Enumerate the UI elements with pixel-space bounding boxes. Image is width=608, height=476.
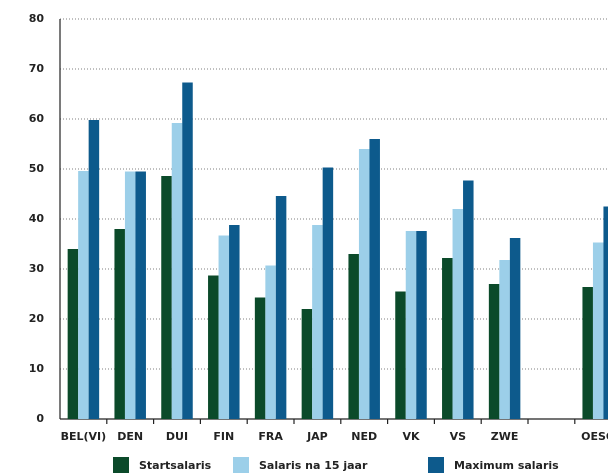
- bar: [301, 309, 313, 419]
- x-tick-label: NED: [351, 430, 377, 443]
- y-tick-label: 70: [29, 62, 45, 75]
- bar: [208, 275, 219, 419]
- x-tick-label: OESO: [581, 430, 608, 443]
- bar: [582, 287, 593, 419]
- x-tick-label: DEN: [117, 430, 143, 443]
- x-tick-label: BEL(VI): [61, 430, 107, 443]
- bar: [509, 238, 521, 419]
- legend-label: Startsalaris: [139, 459, 212, 472]
- bar: [369, 139, 380, 419]
- bar: [275, 196, 287, 419]
- x-tick-label: VK: [402, 430, 420, 443]
- y-tick-label: 80: [29, 12, 45, 25]
- bar: [229, 225, 240, 419]
- legend-swatch: [428, 457, 444, 473]
- bar: [161, 176, 172, 419]
- bar: [312, 225, 323, 419]
- bar: [171, 123, 183, 419]
- bar: [88, 120, 100, 419]
- bar: [488, 284, 500, 419]
- y-tick-label: 50: [29, 162, 45, 175]
- x-tick-label: ZWE: [491, 430, 519, 443]
- bar: [135, 171, 146, 419]
- y-tick-label: 40: [29, 212, 45, 225]
- x-tick-label: JAP: [306, 430, 328, 443]
- bar: [67, 249, 79, 419]
- bar: [442, 258, 453, 419]
- bar: [322, 167, 334, 419]
- bar: [416, 231, 427, 419]
- bar: [499, 260, 510, 419]
- bar: [603, 206, 608, 419]
- legend-label: Salaris na 15 jaar: [259, 459, 368, 472]
- bar: [463, 180, 474, 419]
- bar: [592, 242, 604, 419]
- legend-swatch: [233, 457, 249, 473]
- x-tick-label: VS: [450, 430, 467, 443]
- x-tick-label: FRA: [258, 430, 283, 443]
- bar: [218, 235, 230, 419]
- legend-label: Maximum salaris: [454, 459, 559, 472]
- bar: [124, 171, 136, 419]
- x-tick-label: DUI: [166, 430, 188, 443]
- bar: [405, 231, 417, 419]
- bar: [348, 254, 359, 419]
- bar: [78, 171, 89, 419]
- y-tick-label: 60: [29, 112, 45, 125]
- bar: [265, 265, 276, 419]
- bar: [182, 82, 193, 419]
- x-tick-label: FIN: [213, 430, 234, 443]
- y-tick-label: 0: [36, 412, 44, 425]
- bar: [358, 149, 370, 419]
- y-tick-label: 30: [29, 262, 45, 275]
- legend-swatch: [113, 457, 129, 473]
- bar: [114, 229, 125, 419]
- bar: [254, 297, 266, 419]
- bar: [452, 209, 464, 419]
- y-tick-label: 10: [29, 362, 45, 375]
- y-tick-label: 20: [29, 312, 45, 325]
- bar: [395, 291, 406, 419]
